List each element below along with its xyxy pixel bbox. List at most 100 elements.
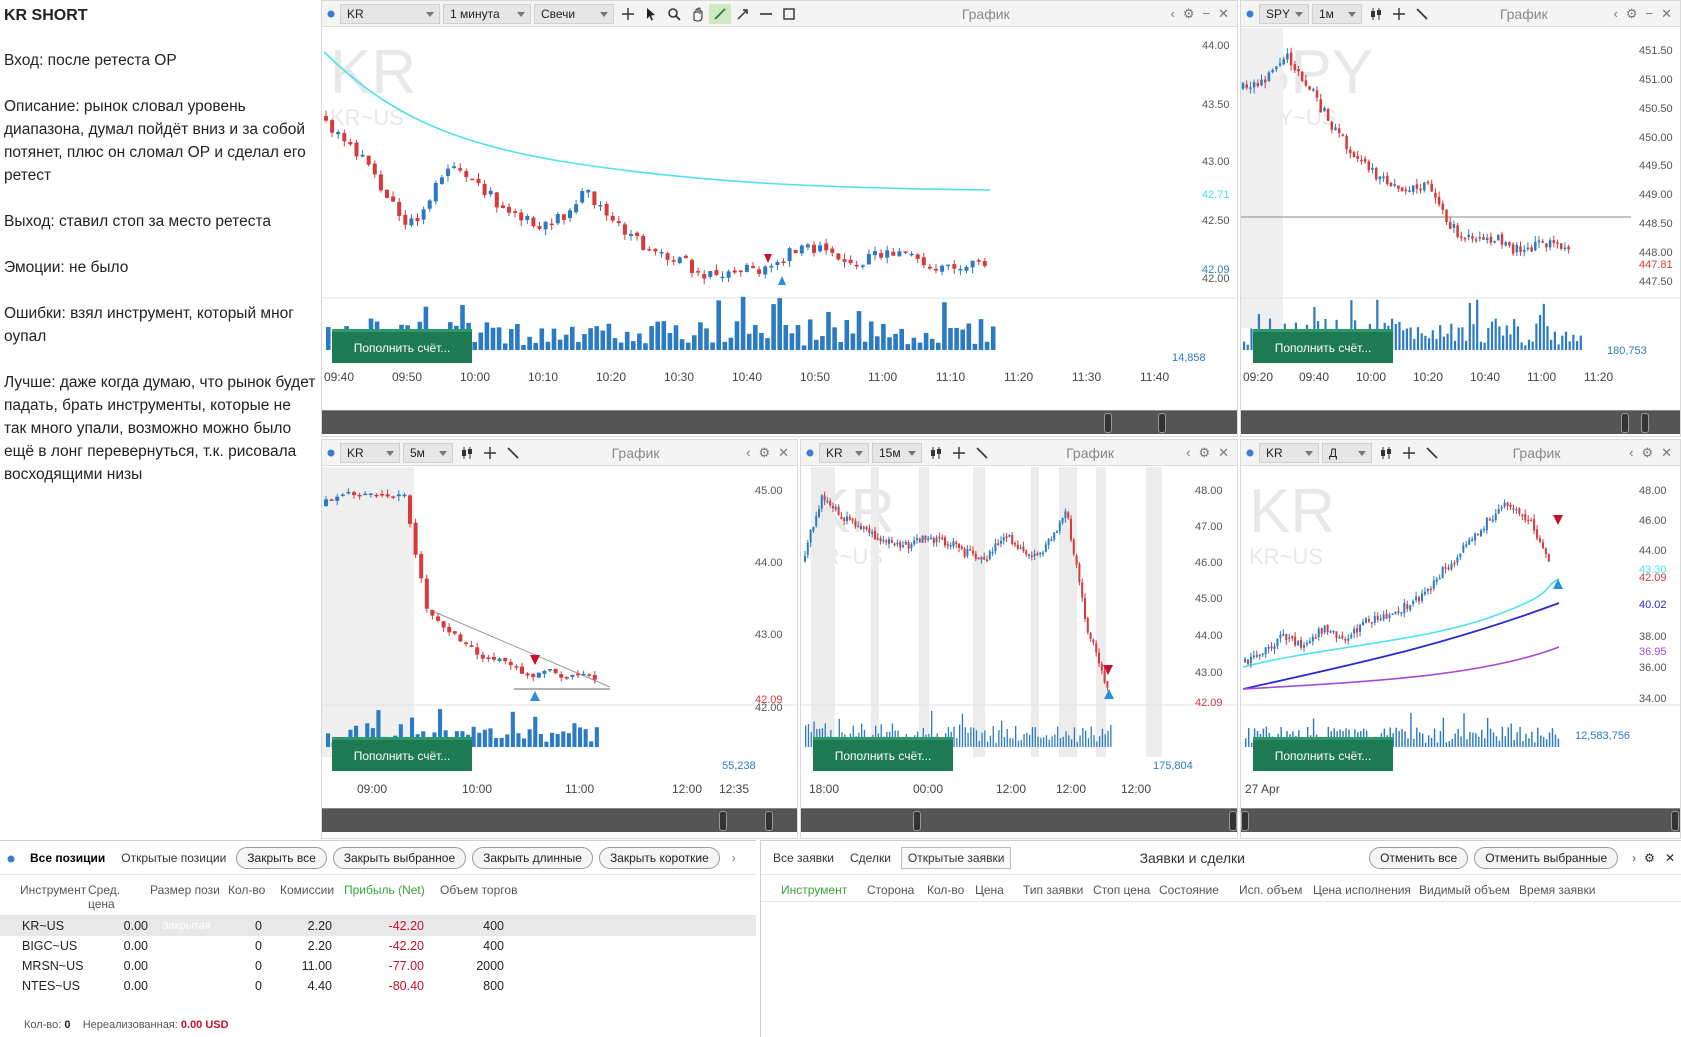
close-short-button[interactable]: Закрыть короткие	[598, 846, 720, 869]
navigator-handle-left[interactable]	[719, 811, 727, 831]
symbol-selector[interactable]: KR	[1259, 442, 1319, 463]
col-fill-price[interactable]: Цена исполнения	[1313, 883, 1411, 897]
collapse-icon[interactable]: ‹	[1186, 445, 1191, 460]
time-navigator[interactable]	[1241, 410, 1680, 434]
close-icon[interactable]: ✕	[1218, 444, 1229, 460]
chart-kr-15min[interactable]: KR 15м График ‹ ⚙ ✕ KR KR~US 48.00 47.00 4…	[800, 439, 1238, 839]
col-position-size[interactable]: Размер пози	[150, 883, 220, 897]
link-icon[interactable]	[326, 9, 336, 19]
close-long-button[interactable]: Закрыть длинные	[472, 846, 593, 869]
col-price[interactable]: Цена	[975, 883, 1004, 897]
symbol-selector[interactable]: KR	[819, 442, 869, 463]
cancel-all-button[interactable]: Отменить все	[1369, 846, 1469, 869]
col-stop-price[interactable]: Стоп цена	[1093, 883, 1151, 897]
collapse-icon[interactable]: ‹	[1170, 6, 1175, 21]
scroll-right-icon[interactable]: ›	[731, 850, 736, 865]
trendline-icon[interactable]	[1411, 4, 1433, 24]
link-icon[interactable]	[1245, 448, 1255, 458]
tab-open-positions[interactable]: Открытые позиции	[121, 850, 227, 865]
col-instrument[interactable]: Инструмент	[20, 883, 87, 897]
close-icon[interactable]: ✕	[778, 444, 789, 460]
chart-kr-daily[interactable]: KR Д График ‹ ⚙ ✕ KR KR~US 48.00 46.00 44.…	[1240, 439, 1681, 839]
chart-type-selector[interactable]: Свечи	[534, 3, 614, 24]
crosshair-icon[interactable]	[479, 443, 501, 463]
trendline-icon[interactable]	[502, 443, 524, 463]
link-icon[interactable]	[805, 448, 815, 458]
gear-icon[interactable]: ⚙	[1625, 5, 1638, 21]
deposit-button[interactable]: Пополнить счёт...	[332, 737, 472, 771]
close-icon[interactable]: ✕	[1218, 5, 1229, 21]
col-qty[interactable]: Кол-во	[927, 883, 965, 897]
minimize-icon[interactable]: −	[1645, 6, 1654, 21]
link-icon[interactable]	[1245, 9, 1255, 19]
navigator-handle-right[interactable]	[1671, 811, 1679, 831]
candles-icon[interactable]	[1375, 443, 1397, 463]
gear-icon[interactable]: ⚙	[1641, 444, 1654, 460]
close-icon[interactable]: ✕	[1664, 850, 1675, 865]
hand-icon[interactable]	[686, 4, 708, 24]
col-filled-qty[interactable]: Исп. объем	[1239, 883, 1303, 897]
table-row[interactable]: BIGC~US 0.00 0 2.20 -42.20 400	[0, 936, 756, 956]
more-icon[interactable]: ›	[1632, 850, 1637, 865]
deposit-button[interactable]: Пополнить счёт...	[332, 329, 472, 363]
crosshair-icon[interactable]	[1388, 4, 1410, 24]
crosshair-icon[interactable]	[948, 443, 970, 463]
col-avg-price[interactable]: Сред. цена	[88, 883, 121, 911]
tab-all-orders[interactable]: Все заявки	[773, 850, 835, 865]
table-row[interactable]: KR~US 0.00 Закрытая 0 2.20 -42.20 400	[0, 916, 756, 936]
navigator-handle-left[interactable]	[1241, 811, 1249, 831]
col-order-type[interactable]: Тип заявки	[1023, 883, 1084, 897]
chart-spy-1min[interactable]: SPY 1м График ‹ ⚙ − ✕ SPY SPY~US 451.50 451…	[1240, 0, 1681, 437]
gear-icon[interactable]: ⚙	[758, 444, 771, 460]
navigator-handle-right[interactable]	[1158, 413, 1166, 433]
deposit-button[interactable]: Пополнить счёт...	[1253, 329, 1393, 363]
link-icon[interactable]	[326, 448, 336, 458]
trendline-icon[interactable]	[709, 3, 731, 24]
candles-icon[interactable]	[456, 443, 478, 463]
close-selected-button[interactable]: Закрыть выбранное	[332, 846, 467, 869]
crosshair-icon[interactable]	[617, 4, 639, 24]
candles-icon[interactable]	[1365, 4, 1387, 24]
minimize-icon[interactable]: −	[1202, 6, 1211, 21]
col-qty[interactable]: Кол-во	[228, 883, 266, 897]
col-volume[interactable]: Объем торгов	[440, 883, 518, 897]
interval-selector[interactable]: 5м	[403, 442, 453, 463]
col-visible-qty[interactable]: Видимый объем	[1419, 883, 1510, 897]
col-side[interactable]: Сторона	[867, 883, 915, 897]
tab-trades[interactable]: Сделки	[850, 850, 891, 865]
navigator-handle-left[interactable]	[1621, 413, 1629, 433]
col-instrument[interactable]: Инструмент	[781, 883, 848, 897]
horizontal-line-icon[interactable]	[755, 4, 777, 24]
symbol-selector[interactable]: SPY	[1259, 3, 1309, 24]
interval-selector[interactable]: Д	[1322, 442, 1372, 463]
rectangle-icon[interactable]	[778, 4, 800, 24]
close-icon[interactable]: ✕	[1661, 444, 1672, 460]
table-row[interactable]: NTES~US 0.00 0 4.40 -80.40 800	[0, 976, 756, 996]
interval-selector[interactable]: 1м	[1312, 3, 1362, 24]
navigator-handle-right[interactable]	[1641, 413, 1649, 433]
navigator-handle-right[interactable]	[1229, 811, 1237, 831]
time-navigator[interactable]	[322, 808, 797, 832]
time-navigator[interactable]	[801, 808, 1237, 832]
trendline-icon[interactable]	[971, 443, 993, 463]
symbol-selector[interactable]: KR	[340, 442, 400, 463]
cursor-icon[interactable]	[640, 4, 662, 24]
gear-icon[interactable]: ⚙	[1198, 444, 1211, 460]
close-icon[interactable]: ✕	[1661, 5, 1672, 21]
price-plot[interactable]	[1241, 28, 1681, 437]
navigator-handle-left[interactable]	[913, 811, 921, 831]
tab-open-orders[interactable]: Открытые заявки	[900, 846, 1012, 869]
navigator-handle-left[interactable]	[1104, 413, 1112, 433]
col-status[interactable]: Состояние	[1159, 883, 1219, 897]
collapse-icon[interactable]: ‹	[1613, 6, 1618, 21]
cancel-selected-button[interactable]: Отменить выбранные	[1474, 846, 1619, 869]
col-fees[interactable]: Комиссии	[280, 883, 335, 897]
gear-icon[interactable]: ⚙	[1182, 5, 1195, 21]
candles-icon[interactable]	[925, 443, 947, 463]
chart-kr-1min[interactable]: KR 1 минута Свечи График ‹ ⚙ − ✕ KR KR~US 4…	[321, 0, 1238, 437]
deposit-button[interactable]: Пополнить счёт...	[1253, 737, 1393, 771]
navigator-handle-right[interactable]	[765, 811, 773, 831]
close-all-button[interactable]: Закрыть все	[236, 846, 327, 869]
deposit-button[interactable]: Пополнить счёт...	[813, 737, 953, 771]
price-plot[interactable]	[801, 467, 1238, 839]
